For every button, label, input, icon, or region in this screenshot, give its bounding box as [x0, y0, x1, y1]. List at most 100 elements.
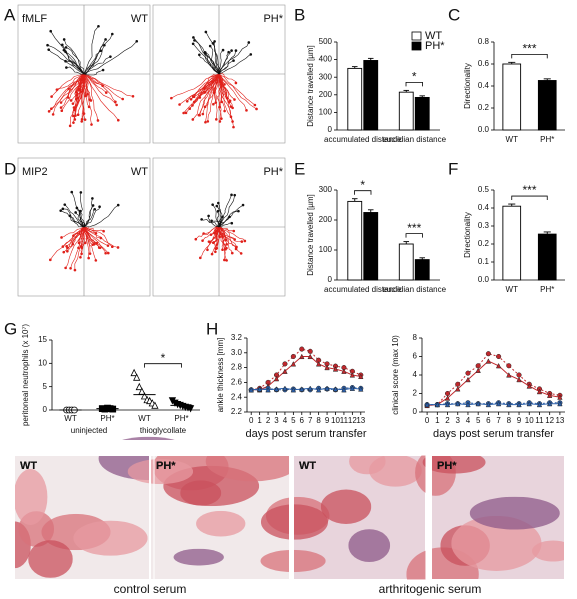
image-label: PH* [437, 460, 457, 472]
track-end [94, 232, 98, 235]
track-end [198, 53, 201, 57]
data-point [282, 368, 288, 374]
x-tick-label: PH* [174, 414, 188, 423]
data-point [557, 400, 563, 407]
data-point [299, 346, 305, 352]
track [218, 52, 229, 75]
track [218, 204, 244, 228]
track-end [192, 36, 195, 39]
track-end [91, 204, 95, 207]
track [82, 74, 86, 114]
track [218, 226, 222, 237]
bar [363, 60, 379, 131]
track-end [64, 50, 67, 54]
track-end [243, 239, 247, 243]
track [201, 219, 220, 228]
track-end [208, 240, 212, 244]
x-tick-label: PH* [540, 285, 554, 294]
y-tick-label: 15 [38, 335, 47, 344]
track [60, 73, 85, 108]
track-end [225, 246, 228, 250]
track-end [59, 209, 63, 212]
tissue-structure [369, 454, 422, 486]
track-end [220, 117, 223, 120]
track [218, 73, 233, 108]
track [215, 226, 220, 245]
track-end [208, 44, 212, 48]
y-tick-label: 0.0 [478, 275, 490, 284]
track-end [102, 229, 105, 233]
track [218, 222, 232, 228]
track-end [66, 96, 70, 99]
y-tick-label: 10 [38, 358, 47, 367]
image-label: WT [20, 460, 37, 472]
y-tick-label: 2.6 [231, 378, 243, 387]
x-tick-label: 10 [525, 416, 534, 425]
track-end [94, 259, 98, 262]
track [218, 226, 242, 242]
x-tick-label: 10 [331, 416, 340, 425]
data-point [506, 372, 512, 378]
track-end [240, 240, 244, 243]
y-tick-label: 0.4 [478, 81, 490, 90]
track [83, 73, 119, 121]
x-tick-label: 2 [445, 416, 450, 425]
data-point [444, 395, 451, 401]
x-tick-label: 11 [340, 416, 349, 425]
track-end [121, 97, 125, 101]
track [83, 45, 105, 75]
track-end [61, 245, 65, 248]
data-point [290, 353, 296, 360]
track-end [201, 112, 205, 116]
track [83, 73, 99, 121]
track-end [203, 105, 207, 109]
track-end [231, 120, 234, 123]
track-end [213, 40, 216, 43]
data-point [506, 401, 512, 408]
data-point [485, 351, 491, 357]
track [218, 73, 235, 100]
data-point [265, 386, 271, 393]
significance-bracket [511, 195, 548, 201]
track-end [104, 38, 107, 41]
x-tick-label: 3 [456, 416, 461, 425]
legend-label: WT [425, 30, 442, 42]
track-end [103, 43, 106, 47]
data-point [475, 363, 481, 369]
x-tick-label: 8 [316, 416, 321, 425]
group-caption: control serum [114, 582, 187, 596]
data-point [485, 358, 492, 364]
y-tick-label: 100 [319, 245, 333, 254]
track-end [227, 50, 230, 54]
data-point [133, 373, 141, 381]
track [72, 226, 85, 245]
image-frame [292, 454, 427, 581]
track [218, 73, 230, 103]
x-tick-label: 4 [283, 416, 288, 425]
panel-letter: H [206, 319, 218, 338]
y-tick-label: 200 [319, 90, 333, 99]
y-tick-label: 3.2 [231, 333, 243, 342]
track [82, 73, 90, 108]
x-tick-label: accumulated distance [324, 285, 402, 294]
track-end [59, 101, 63, 104]
track [83, 226, 119, 248]
series-line [427, 403, 560, 406]
data-point [475, 400, 481, 407]
series-line [251, 356, 361, 391]
x-tick-label: euclidian distance [382, 135, 446, 144]
data-point [315, 386, 322, 393]
track-end [93, 207, 97, 211]
track-end [200, 218, 203, 221]
bar [414, 259, 430, 281]
track [79, 73, 85, 122]
panel-letter: B [294, 5, 305, 24]
tissue-structure [423, 451, 486, 474]
y-axis-label: Directionality [463, 212, 472, 258]
track-end [91, 197, 94, 200]
data-point [273, 386, 280, 392]
track-end [61, 43, 64, 47]
y-tick-label: 4 [413, 370, 418, 379]
track-end [253, 103, 257, 107]
